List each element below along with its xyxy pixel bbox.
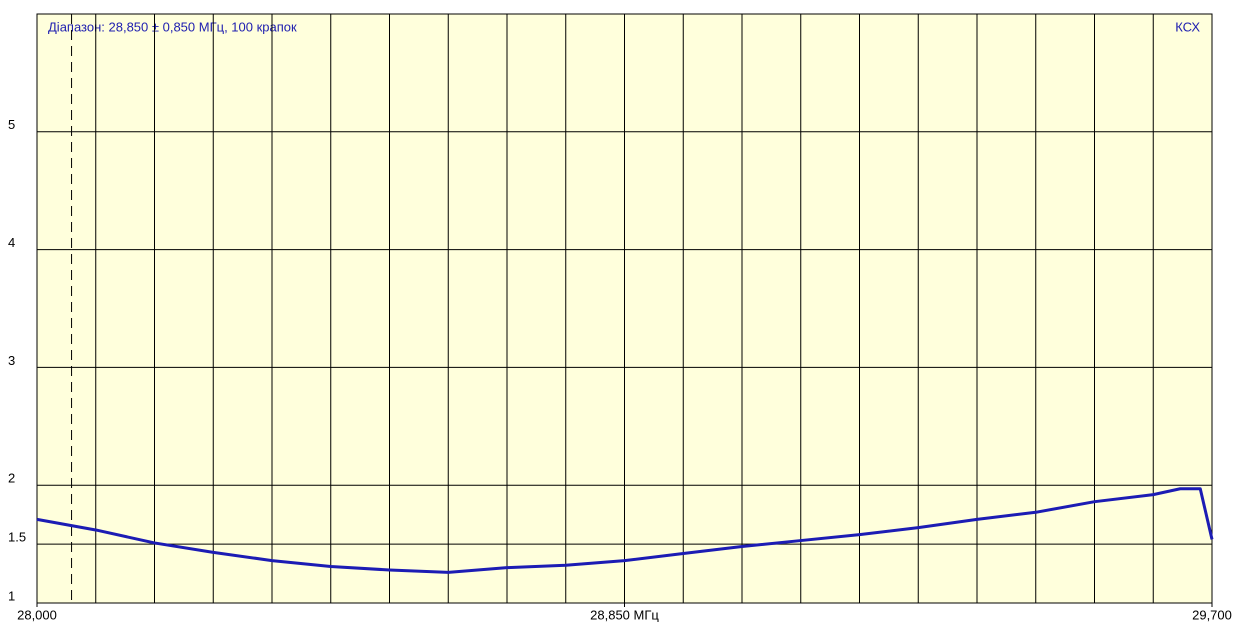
x-tick-label: 29,700 — [1192, 607, 1232, 622]
y-tick-label: 3 — [8, 353, 15, 368]
y-tick-label: 1.5 — [8, 530, 26, 545]
y-tick-label: 2 — [8, 471, 15, 486]
y-tick-label: 4 — [8, 235, 15, 250]
x-tick-label: 28,000 — [17, 607, 57, 622]
data-line — [36, 487, 1214, 574]
y-tick-label: 1 — [8, 588, 15, 603]
y-axis-label: КСХ — [1175, 19, 1200, 34]
y-tick-label: 5 — [8, 117, 15, 132]
chart-title: Діапазон: 28,850 ± 0,850 МГц, 100 крапок — [48, 19, 297, 34]
x-tick-label: 28,850 МГц — [590, 607, 659, 622]
